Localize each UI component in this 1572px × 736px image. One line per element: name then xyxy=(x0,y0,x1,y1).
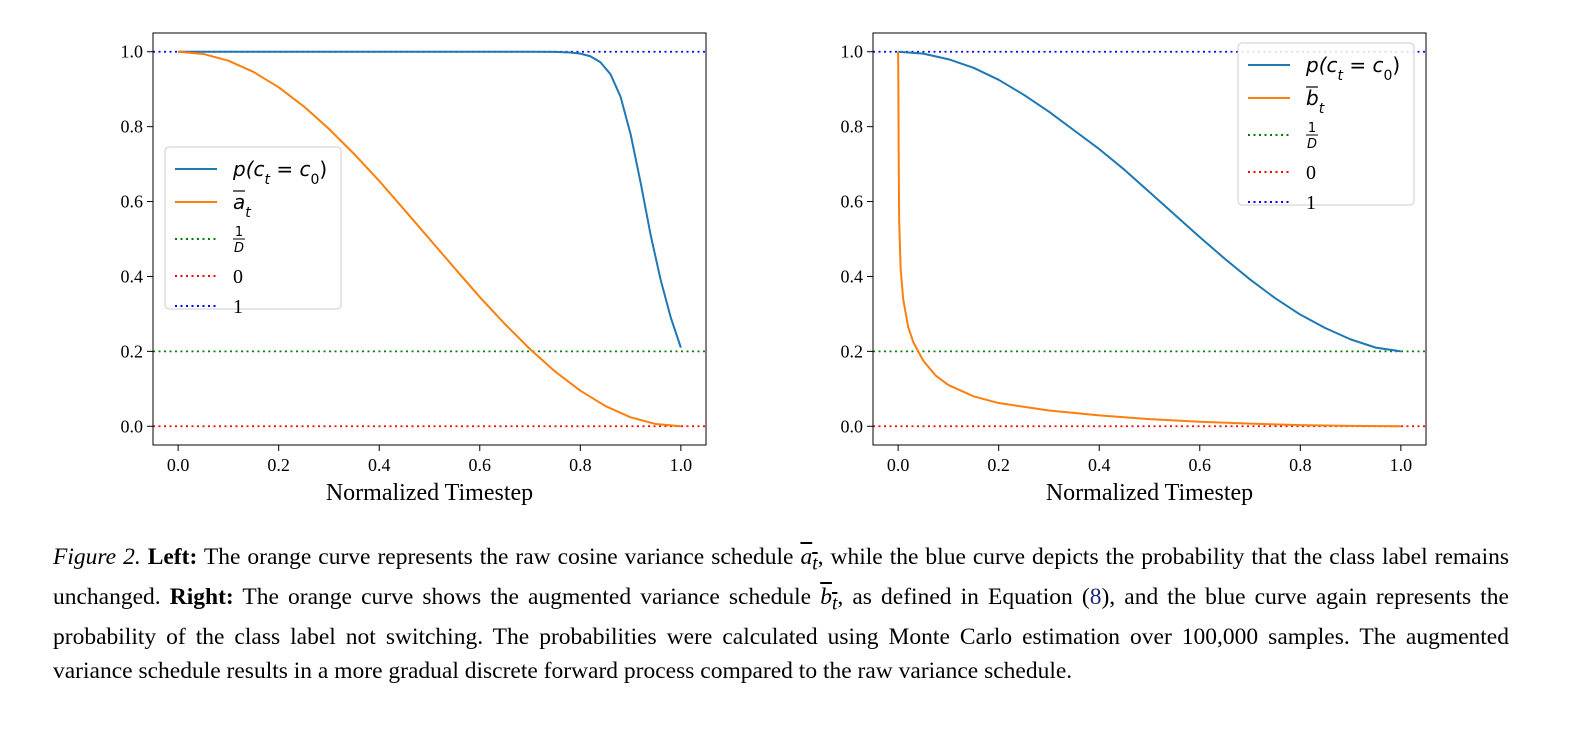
x-tick-label: 0.6 xyxy=(469,455,492,475)
x-tick-label: 0.0 xyxy=(167,455,190,475)
x-tick-label: 0.6 xyxy=(1189,455,1212,475)
legend-fraction-numerator: 1 xyxy=(1308,121,1316,136)
y-tick-label: 0.8 xyxy=(841,117,864,137)
caption-right-text-2: , as defined in Equation ( xyxy=(837,584,1090,611)
legend-label-one: 1 xyxy=(1306,192,1316,214)
y-tick-label: 1.0 xyxy=(121,42,144,62)
x-tick-label: 0.4 xyxy=(1088,455,1111,475)
legend-fraction-denominator: D xyxy=(1307,137,1317,152)
plot-frame xyxy=(872,32,1427,446)
x-axis-label: Normalized Timestep xyxy=(1046,480,1253,506)
legend-label-schedule: bt xyxy=(1306,86,1325,117)
y-tick-label: 0.8 xyxy=(121,117,144,137)
y-tick-label: 0.0 xyxy=(121,416,144,436)
legend-label-zero: 0 xyxy=(233,266,243,288)
y-tick-label: 0.6 xyxy=(841,192,864,212)
legend-label-schedule: at xyxy=(233,190,251,221)
legend-label-probability: p(ct = c0) xyxy=(1305,53,1400,84)
y-tick-label: 0.0 xyxy=(841,416,864,436)
x-tick-label: 0.8 xyxy=(569,455,592,475)
figure-canvas: 0.0 0.2 0.4 0.6 0.8 1.0 0.0 0.2 0.4 0.6 0.8 1.0 Norm… xyxy=(121,32,1427,506)
x-tick-label: 0.2 xyxy=(267,455,290,475)
plot-frame xyxy=(152,32,707,446)
x-tick-label: 0.4 xyxy=(368,455,391,475)
legend-label-zero: 0 xyxy=(1306,162,1316,184)
legend-label-one: 1 xyxy=(233,296,243,318)
y-tick-label: 0.6 xyxy=(121,192,144,212)
figure-caption: Figure 2. Left: The orange curve represe… xyxy=(53,541,1509,688)
caption-right-head: Right: xyxy=(169,584,234,611)
x-tick-label: 1.0 xyxy=(1390,455,1413,475)
legend-label-probability: p(ct = c0) xyxy=(232,157,327,188)
equation-link[interactable]: 8 xyxy=(1089,584,1102,611)
series-line-schedule xyxy=(178,50,681,428)
caption-left-head: Left: xyxy=(147,544,198,570)
caption-left-symbol: at xyxy=(800,544,818,575)
x-tick-label: 0.8 xyxy=(1289,455,1312,475)
right-chart: 0.0 0.2 0.4 0.6 0.8 1.0 0.0 0.2 0.4 0.6 0.8 1.0 Norm… xyxy=(841,32,1427,506)
series-line-schedule xyxy=(897,51,1401,428)
caption-right-symbol: bt xyxy=(820,584,838,615)
caption-right-text-1: The orange curve shows the augmented var… xyxy=(242,584,812,611)
legend-fraction-denominator: D xyxy=(234,241,244,256)
x-axis-label: Normalized Timestep xyxy=(326,480,533,506)
y-tick-label: 1.0 xyxy=(841,42,864,62)
y-tick-label: 0.4 xyxy=(121,266,144,286)
y-tick-label: 0.2 xyxy=(121,341,144,361)
x-tick-label: 1.0 xyxy=(670,455,693,475)
caption-label: Figure 2. xyxy=(53,544,141,570)
legend-fraction-numerator: 1 xyxy=(235,225,243,240)
left-chart: 0.0 0.2 0.4 0.6 0.8 1.0 0.0 0.2 0.4 0.6 0.8 1.0 Norm… xyxy=(121,32,707,506)
series-line-prob xyxy=(178,50,682,348)
y-tick-label: 0.2 xyxy=(841,341,864,361)
x-tick-label: 0.0 xyxy=(887,455,910,475)
y-tick-label: 0.4 xyxy=(841,266,864,286)
legend-box xyxy=(164,146,342,310)
caption-right-text-3: ), and the blue curve again represents t… xyxy=(53,584,1509,684)
legend-box xyxy=(1237,42,1415,206)
series-line-prob xyxy=(898,50,1402,353)
caption-left-text-2: , while the blue curve depicts the proba… xyxy=(53,544,1510,611)
caption-left-text-1: The orange curve represents the raw cosi… xyxy=(203,544,794,570)
x-tick-label: 0.2 xyxy=(987,455,1010,475)
